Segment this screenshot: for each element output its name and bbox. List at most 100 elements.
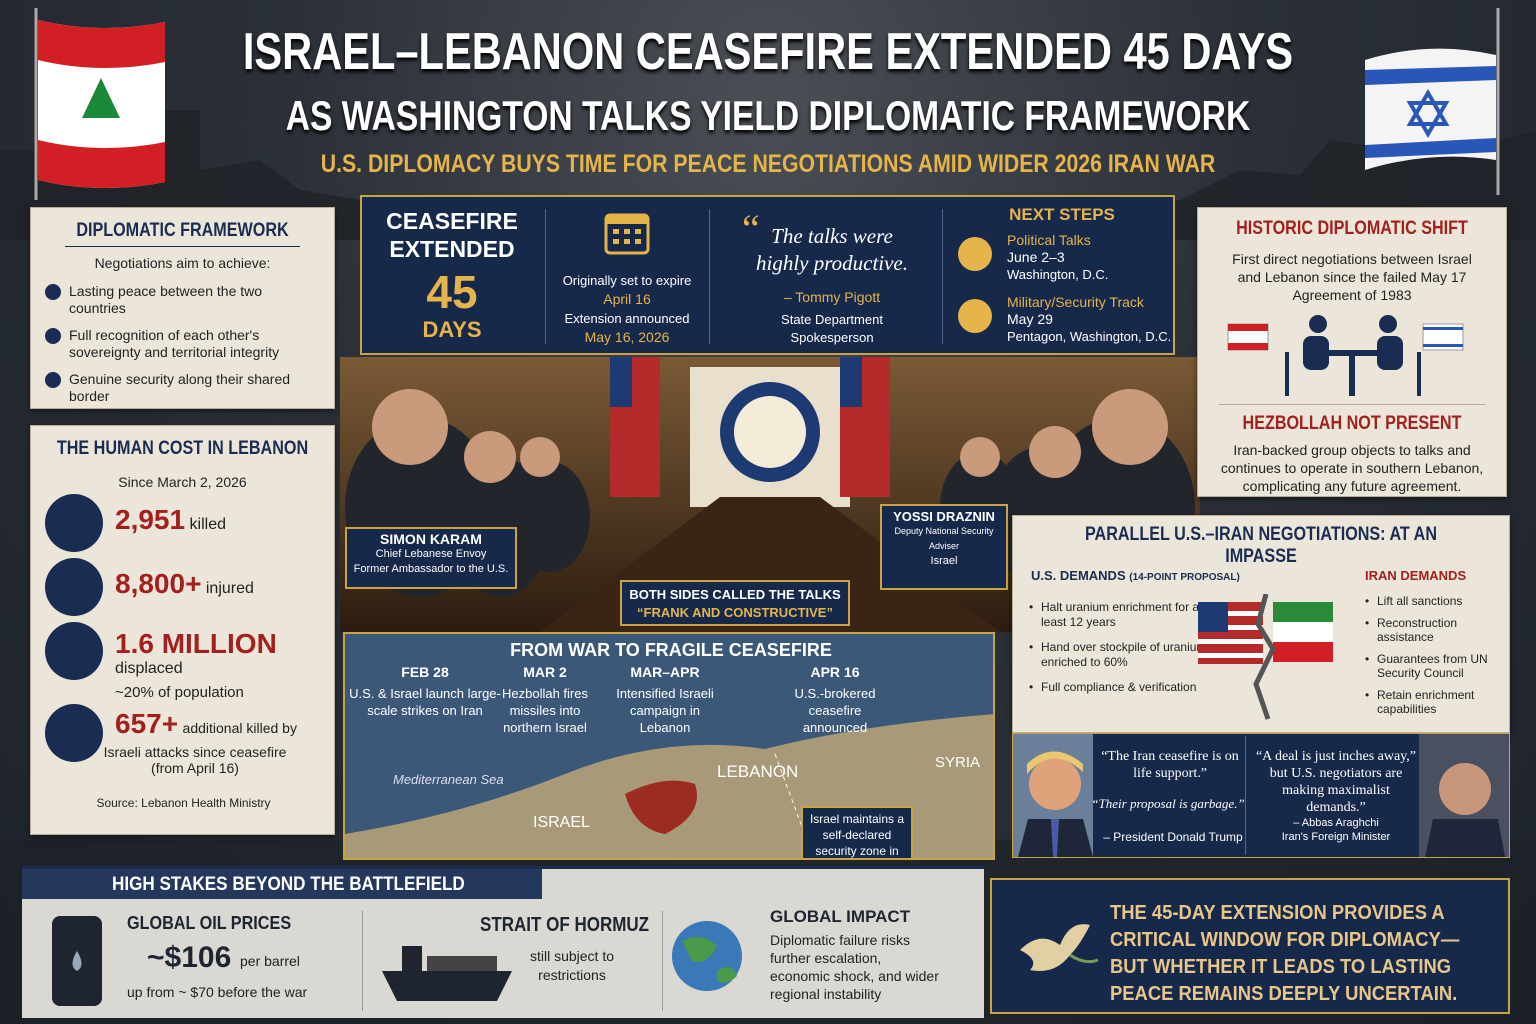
calendar-icon: [604, 213, 650, 255]
decoration: 657+ additional killed by: [115, 708, 325, 740]
quote: The talks were highly productive.: [755, 224, 908, 275]
panel-title: DIPLOMATIC FRAMEWORK: [76, 220, 289, 241]
step-place: Pentagon, Washington, D.C.: [1007, 329, 1172, 344]
caption-line: “FRANK AND CONSTRUCTIVE”: [637, 605, 833, 620]
event-text: Hezbollah fires missiles into northern I…: [502, 686, 588, 735]
araghchi-name: – Abbas Araghchi: [1293, 817, 1379, 829]
step: Political Talks June 2–3 Washington, D.C…: [1007, 232, 1108, 283]
decoration: •: [1029, 600, 1034, 614]
quote-role: State Department Spokesperson: [781, 312, 883, 345]
decoration: [45, 372, 61, 388]
stat: 2,951 killed: [45, 494, 325, 552]
envoy-label-left: SIMON KARAM Chief Lebanese Envoy Former …: [345, 527, 517, 589]
decoration: •: [1365, 688, 1370, 702]
framework-panel: DIPLOMATIC FRAMEWORK Negotiations aim to…: [30, 207, 335, 409]
historic-panel: HISTORIC DIPLOMATIC SHIFT First direct n…: [1197, 207, 1507, 497]
decoration: •: [1365, 616, 1370, 630]
demand-text: Reconstruction assistance: [1377, 616, 1458, 644]
envoy-role: Former Ambassador to the U.S.: [353, 563, 509, 575]
stakes-panel: HIGH STAKES BEYOND THE BATTLEFIELD GLOBA…: [22, 866, 984, 1018]
stat-label: additional killed by: [182, 720, 297, 736]
event-date: FEB 28: [401, 664, 449, 680]
conclusion-panel: THE 45-DAY EXTENSION PROVIDES A CRITICAL…: [990, 878, 1510, 1014]
subtitle: U.S. DIPLOMACY BUYS TIME FOR PEACE NEGOT…: [320, 150, 1216, 178]
stat: 1.6 MILLION displaced ~20% of population: [45, 622, 325, 701]
stat-label: killed: [189, 516, 226, 533]
demand-text: Full compliance & verification: [1041, 680, 1197, 694]
iran-demands-title: IRAN DEMANDS: [1365, 568, 1467, 583]
ceasefire-label: CEASEFIRE EXTENDED: [386, 208, 518, 262]
decoration: 8,800+ injured: [115, 568, 325, 600]
goal-text: Genuine security along their shared bord…: [69, 371, 291, 404]
goal: Genuine security along their shared bord…: [45, 371, 320, 405]
event-text: U.S.-brokered ceasefire announced: [794, 686, 876, 735]
panel-title: THE HUMAN COST IN LEBANON: [56, 438, 309, 459]
decoration: [958, 299, 992, 333]
map-label: Mediterranean Sea: [393, 772, 504, 787]
stat-label: displaced: [115, 660, 183, 677]
araghchi-attribution: – Abbas Araghchi Iran's Foreign Minister: [1251, 816, 1421, 844]
decoration: •: [1029, 680, 1034, 694]
dove-icon: [1020, 924, 1099, 971]
photo-caption: BOTH SIDES CALLED THE TALKS “FRANK AND C…: [620, 580, 850, 626]
event: MAR–APR Intensified Israeli campaign in L…: [605, 664, 725, 736]
timeline-title: FROM WAR TO FRAGILE CEASEFIRE: [510, 640, 832, 660]
araghchi-role: Iran's Foreign Minister: [1281, 831, 1391, 843]
decoration: [45, 558, 103, 616]
goal: Full recognition of each other's soverei…: [45, 327, 320, 361]
hormuz-title: STRAIT OF HORMUZ: [480, 914, 650, 936]
original-date: April 16: [603, 291, 651, 307]
event-date: MAR–APR: [630, 664, 700, 680]
decoration: [65, 246, 300, 247]
decoration: 1.6 MILLION displaced: [115, 628, 325, 678]
map-label: SYRIA: [935, 754, 981, 771]
hezbollah-text: Iran-backed group objects to talks and c…: [1220, 442, 1484, 494]
stat-value: 2,951: [115, 504, 186, 535]
shift-text: First direct negotiations between Israel…: [1232, 251, 1472, 303]
demand-text: Halt uranium enrichment for at least 12 …: [1041, 600, 1203, 629]
title-line-2: AS WASHINGTON TALKS YIELD DIPLOMATIC FRA…: [285, 92, 1251, 139]
envoy-name: SIMON KARAM: [380, 531, 482, 547]
announced-date: May 16, 2026: [584, 329, 670, 345]
iran-demand: • Guarantees from UN Security Council: [1363, 652, 1503, 680]
stat-label: injured: [205, 580, 254, 597]
event-text: Intensified Israeli campaign in Lebanon: [616, 686, 714, 735]
oil-title: GLOBAL OIL PRICES: [127, 913, 292, 933]
human-cost-panel: THE HUMAN COST IN LEBANON Since March 2,…: [30, 425, 335, 835]
stat-value: 657+: [115, 708, 179, 739]
title-line-1: ISRAEL–LEBANON CEASEFIRE EXTENDED 45 DAY…: [242, 23, 1294, 81]
oil-value: ~$106: [147, 941, 232, 974]
us-demand: • Halt uranium enrichment for at least 12…: [1027, 600, 1207, 630]
step: Military/Security Track May 29 Pentagon,…: [1007, 294, 1171, 345]
quote-mark: “: [742, 206, 760, 251]
goal: Lasting peace between the two countries: [45, 283, 320, 317]
announced-label: Extension announced: [564, 311, 690, 326]
portraits: [1013, 734, 1509, 857]
step-date: June 2–3: [1007, 249, 1065, 265]
event-date: APR 16: [810, 664, 860, 680]
decoration: [958, 237, 992, 271]
envoy-role: Deputy National Security Adviser: [894, 526, 994, 551]
decoration: [45, 494, 103, 552]
decoration: 2,951 killed: [115, 504, 325, 536]
araghchi-quote: “A deal is just inches away,” but U.S. n…: [1255, 749, 1417, 815]
decoration: [22, 869, 542, 899]
source: Source: Lebanon Health Ministry: [96, 796, 271, 810]
intro: Negotiations aim to achieve:: [94, 255, 271, 271]
step-place: Washington, D.C.: [1007, 267, 1109, 282]
decoration: • Halt uranium enrichment for at least 12…: [1027, 600, 1207, 705]
iran-demand: • Reconstruction assistance: [1363, 616, 1503, 644]
stat: 8,800+ injured: [45, 558, 325, 616]
goal-text: Full recognition of each other's soverei…: [69, 327, 280, 360]
ceasefire-panel: CEASEFIRE EXTENDED 45 DAYS Originally se…: [360, 195, 1175, 355]
ceasefire-number: 45: [426, 266, 478, 318]
event: APR 16 U.S.-brokered ceasefire announced: [775, 664, 895, 736]
iran-demand: • Retain enrichment capabilities: [1363, 688, 1503, 716]
decoration: [942, 209, 943, 344]
stat-value: 8,800+: [115, 568, 202, 599]
demand-text: Lift all sanctions: [1377, 594, 1463, 608]
cracked-flags: [1198, 594, 1333, 720]
since: Since March 2, 2026: [118, 474, 247, 490]
impact-text: Diplomatic failure risks further escalat…: [770, 932, 939, 1002]
panel-title: HIGH STAKES BEYOND THE BATTLEFIELD: [112, 874, 465, 895]
